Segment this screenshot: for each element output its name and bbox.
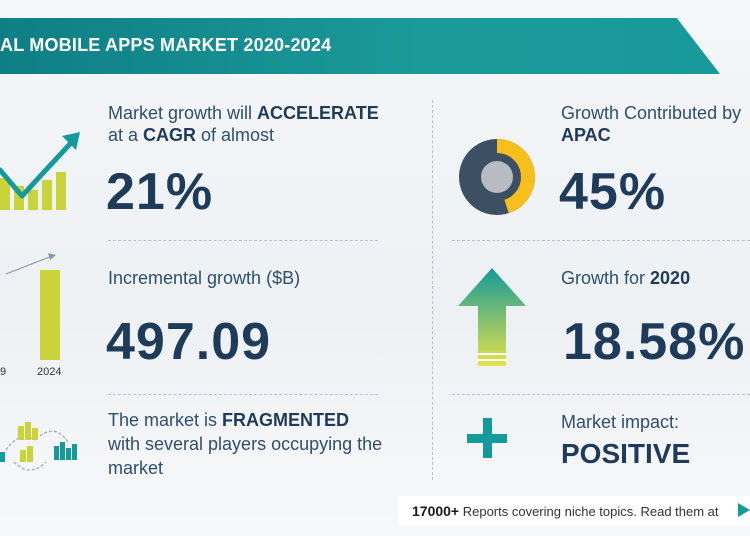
incremental-label: Incremental growth ($B) [108,268,301,288]
market-label-line3: market [108,458,164,478]
mini-bar-chart [5,253,60,360]
cagr-label-line2: at a CAGR of almost [108,125,275,145]
growth-2020-value: 18.58% [563,313,746,371]
donut-chart-icon [459,139,535,215]
impact-value: POSITIVE [561,438,691,469]
up-arrow-icon [458,268,526,366]
mini-chart-label-start: 9 [0,366,7,378]
divider-right-1 [452,240,750,241]
mini-bar-2024 [40,270,60,360]
cagr-label-line1: Market growth will ACCELERATE [108,103,379,123]
impact-label: Market impact: [561,412,680,432]
footer-bar [398,496,750,526]
mini-chart-label-end: 2024 [37,366,62,378]
title-banner [0,18,720,74]
divider-right-2 [452,394,750,395]
divider-vertical [432,100,433,480]
growth-2020-label: Growth for 2020 [561,268,691,288]
page-title: AL MOBILE APPS MARKET 2020-2024 [0,35,332,55]
footer-text: 17000+ Reports covering niche topics. Re… [412,503,719,519]
region-value: 45% [559,163,667,221]
cagr-value: 21% [106,163,214,221]
market-label-line2: with several players occupying the [108,434,383,454]
market-label-line1: The market is FRAGMENTED [108,410,350,430]
region-label-line2: APAC [561,125,611,145]
logo-mark-icon [738,503,750,517]
incremental-value: 497.09 [106,313,272,371]
growth-chart-icon [0,132,80,210]
divider-left-1 [108,240,378,241]
divider-left-2 [108,394,378,395]
region-label-line1: Growth Contributed by [561,103,742,123]
fragmented-market-icon [0,422,77,471]
plus-icon [467,418,507,458]
